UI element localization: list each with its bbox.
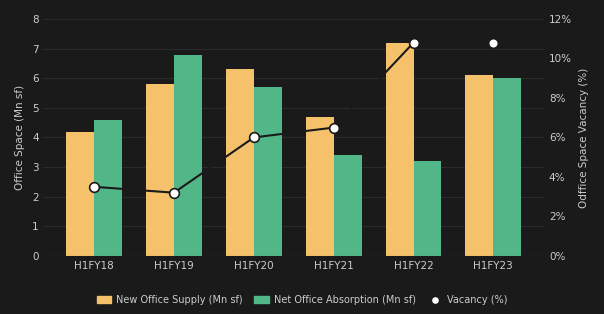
Bar (254, 87, 282, 256)
Bar (466, 75, 493, 256)
Y-axis label: Odffice Space Vacancy (%): Odffice Space Vacancy (%) (579, 67, 589, 208)
Bar (493, 78, 521, 256)
Legend: New Office Supply (Mn sf), Net Office Absorption (Mn sf), Vacancy (%): New Office Supply (Mn sf), Net Office Ab… (93, 291, 511, 309)
Bar (174, 55, 202, 256)
Bar (226, 69, 254, 256)
Bar (385, 43, 414, 256)
Bar (333, 155, 362, 256)
Y-axis label: Office Space (Mn sf): Office Space (Mn sf) (15, 85, 25, 190)
Bar (94, 120, 122, 256)
Bar (66, 132, 94, 256)
Bar (414, 161, 442, 256)
Bar (306, 117, 333, 256)
Bar (146, 84, 174, 256)
